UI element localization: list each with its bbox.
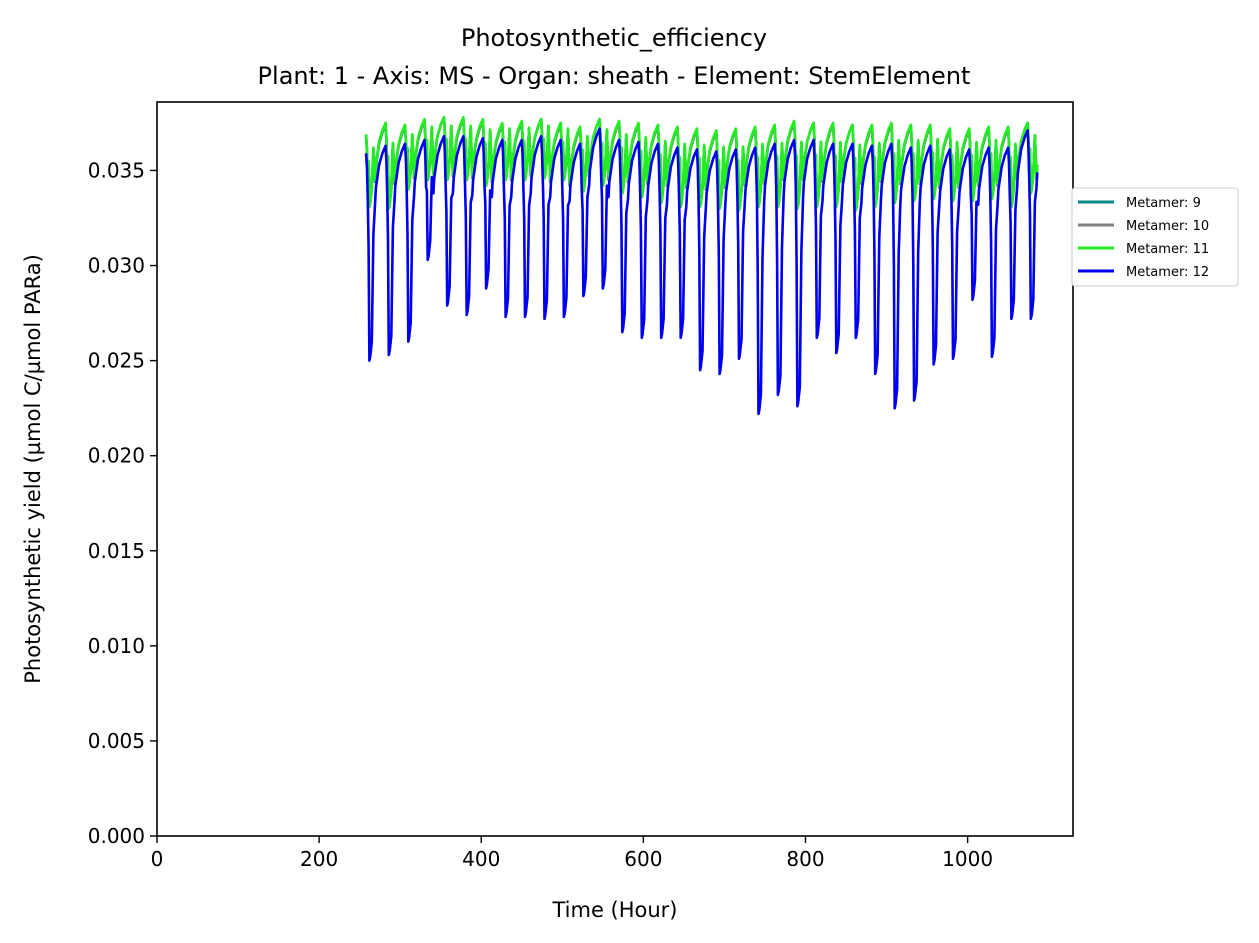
y-tick-label: 0.000	[88, 824, 145, 848]
x-tick-label: 400	[462, 847, 500, 871]
x-tick-label: 200	[300, 847, 338, 871]
series-line-metamer-12	[364, 127, 1039, 416]
x-axis-label: Time (Hour)	[551, 898, 677, 922]
y-tick-label: 0.005	[88, 729, 145, 753]
chart-title-line2: Plant: 1 - Axis: MS - Organ: sheath - El…	[258, 62, 971, 90]
legend-box	[1071, 187, 1239, 287]
y-tick-label: 0.010	[88, 634, 145, 658]
legend-label: Metamer: 9	[1126, 196, 1201, 211]
y-tick-label: 0.025	[88, 349, 145, 373]
series-line-metamer-11	[364, 115, 1039, 212]
legend: Metamer: 9 Metamer: 10 Metamer: 11 Metamer:…	[1071, 187, 1239, 287]
x-axis-ticks: 0 200 400 600 800 1000	[151, 836, 993, 871]
x-tick-label: 800	[786, 847, 824, 871]
y-tick-label: 0.015	[88, 539, 145, 563]
plot-frame	[156, 101, 1074, 837]
legend-label: Metamer: 11	[1126, 242, 1209, 257]
y-tick-label: 0.030	[88, 254, 145, 278]
x-tick-label: 0	[151, 847, 164, 871]
x-tick-label: 1000	[942, 847, 993, 871]
series-layer	[364, 115, 1039, 416]
chart-title-line1: Photosynthetic_efficiency	[461, 24, 767, 52]
legend-label: Metamer: 10	[1126, 219, 1209, 234]
y-axis-label: Photosynthetic yield (µmol C/µmol PARa)	[21, 254, 45, 684]
legend-label: Metamer: 12	[1126, 265, 1209, 280]
y-tick-label: 0.035	[88, 158, 145, 182]
y-axis-ticks: 0.000 0.005 0.010 0.015 0.020 0.025 0.030 0.035	[88, 158, 157, 848]
y-tick-label: 0.020	[88, 444, 145, 468]
plot-area	[157, 102, 1073, 836]
x-tick-label: 600	[624, 847, 662, 871]
